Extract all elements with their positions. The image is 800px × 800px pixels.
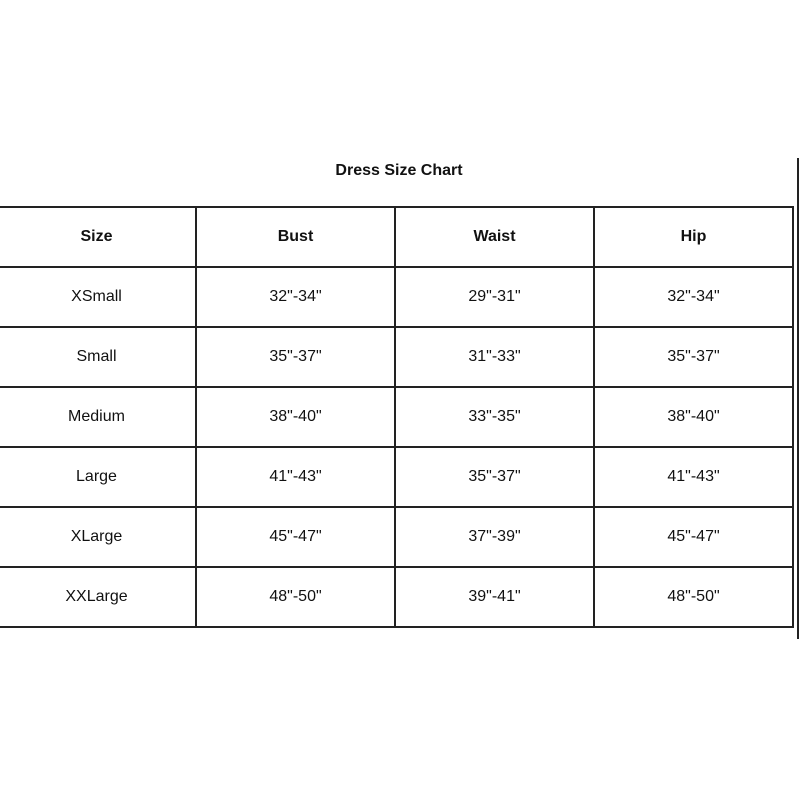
cell-bust: 38"-40" xyxy=(195,386,396,448)
cell-hip: 35"-37" xyxy=(593,326,794,388)
cell-waist: 29"-31" xyxy=(394,266,595,328)
size-table: Size Bust Waist Hip XSmall 32"-34" 29"-31"… xyxy=(0,206,794,628)
table-row: XLarge 45"-47" 37"-39" 45"-47" xyxy=(0,506,794,568)
cell-hip: 41"-43" xyxy=(593,446,794,508)
header-hip: Hip xyxy=(593,206,794,268)
cell-hip: 38"-40" xyxy=(593,386,794,448)
cell-bust: 45"-47" xyxy=(195,506,396,568)
cell-bust: 35"-37" xyxy=(195,326,396,388)
header-size: Size xyxy=(0,206,197,268)
table-right-border xyxy=(797,158,799,639)
cell-waist: 39"-41" xyxy=(394,566,595,628)
header-bust: Bust xyxy=(195,206,396,268)
cell-size: XLarge xyxy=(0,506,197,568)
table-row: Large 41"-43" 35"-37" 41"-43" xyxy=(0,446,794,508)
cell-waist: 33"-35" xyxy=(394,386,595,448)
cell-waist: 37"-39" xyxy=(394,506,595,568)
header-waist: Waist xyxy=(394,206,595,268)
cell-size: Small xyxy=(0,326,197,388)
table-header-row: Size Bust Waist Hip xyxy=(0,206,794,268)
table-row: Small 35"-37" 31"-33" 35"-37" xyxy=(0,326,794,388)
cell-waist: 31"-33" xyxy=(394,326,595,388)
cell-hip: 32"-34" xyxy=(593,266,794,328)
table-row: Medium 38"-40" 33"-35" 38"-40" xyxy=(0,386,794,448)
cell-hip: 45"-47" xyxy=(593,506,794,568)
cell-bust: 32"-34" xyxy=(195,266,396,328)
table-row: XSmall 32"-34" 29"-31" 32"-34" xyxy=(0,266,794,328)
cell-bust: 41"-43" xyxy=(195,446,396,508)
cell-hip: 48"-50" xyxy=(593,566,794,628)
cell-size: Medium xyxy=(0,386,197,448)
cell-bust: 48"-50" xyxy=(195,566,396,628)
cell-size: Large xyxy=(0,446,197,508)
cell-waist: 35"-37" xyxy=(394,446,595,508)
cell-size: XXLarge xyxy=(0,566,197,628)
cell-size: XSmall xyxy=(0,266,197,328)
chart-title: Dress Size Chart xyxy=(335,162,463,179)
table-row: XXLarge 48"-50" 39"-41" 48"-50" xyxy=(0,566,794,628)
